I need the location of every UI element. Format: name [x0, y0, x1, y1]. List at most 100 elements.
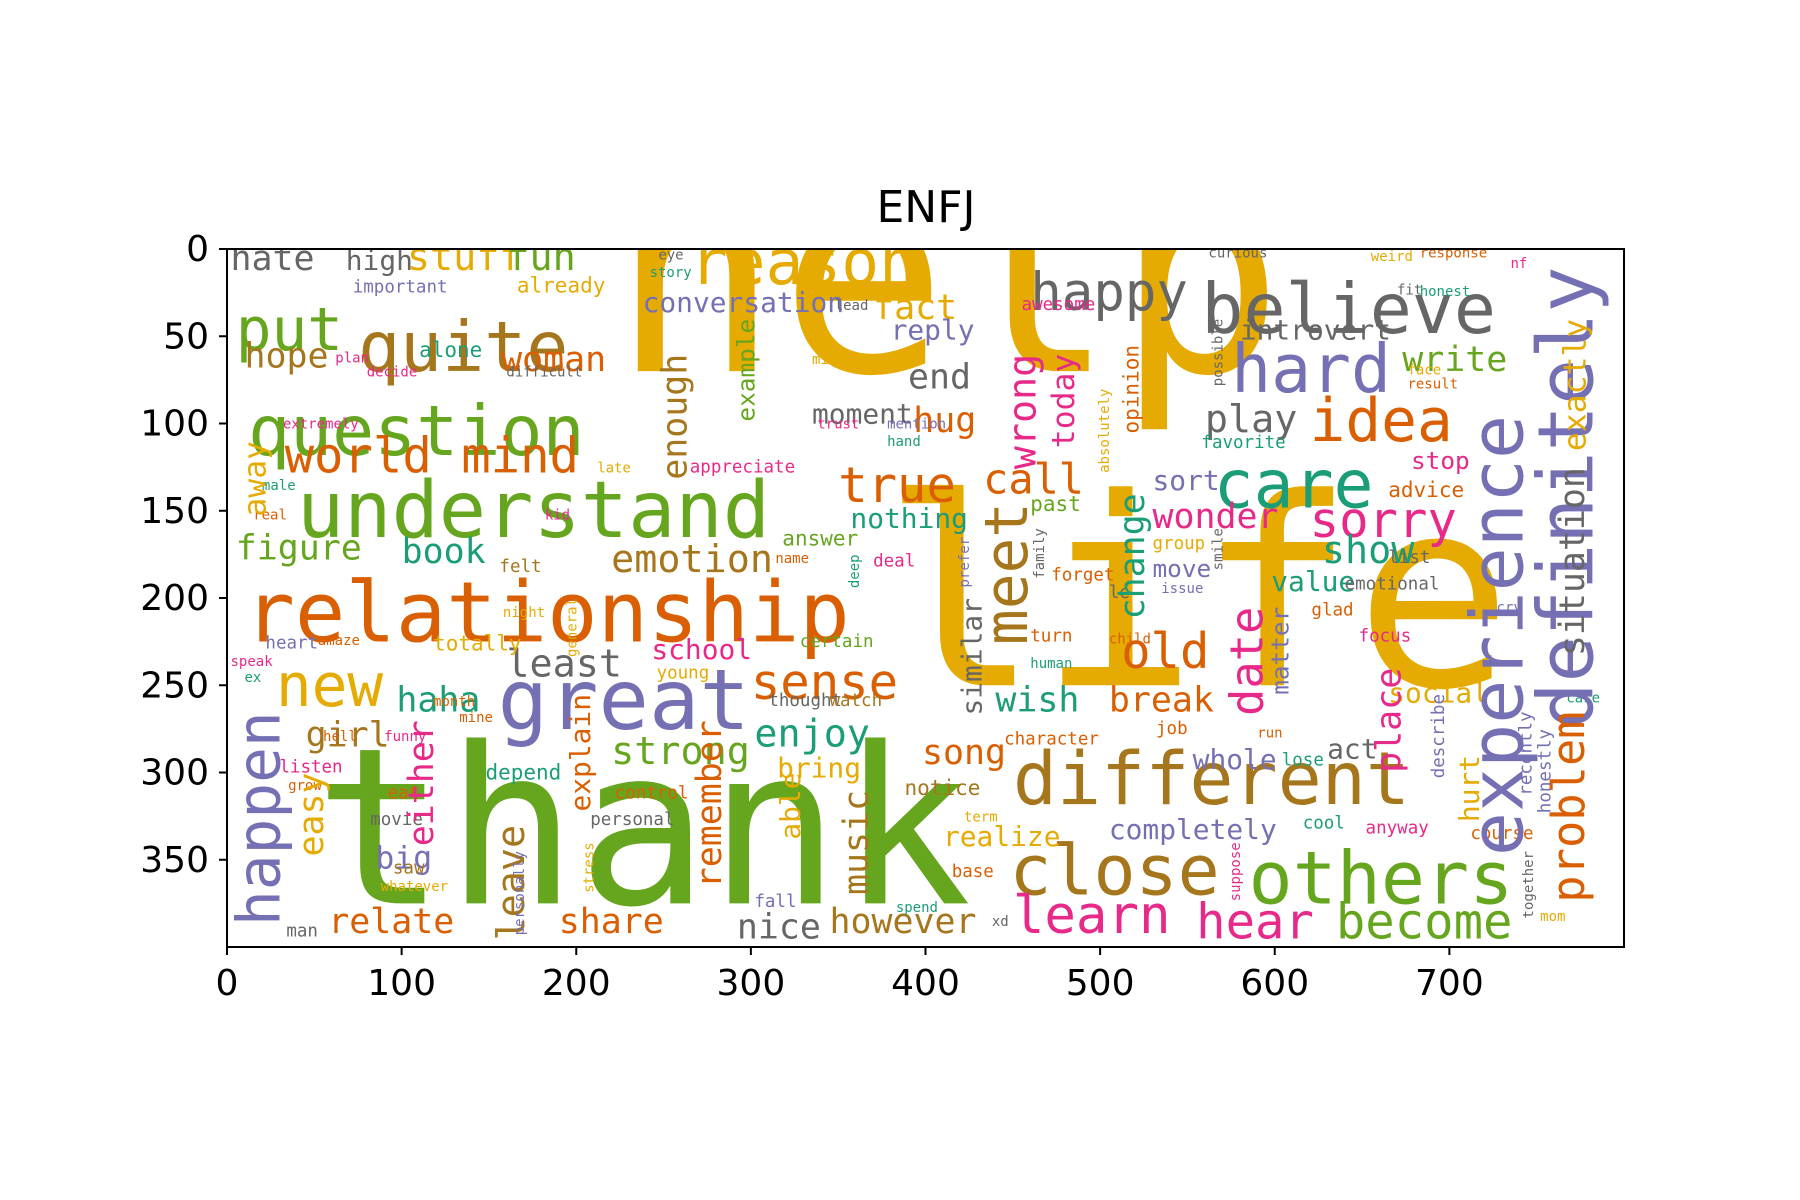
y-tick-label: 300: [140, 753, 209, 794]
word-focus: focus: [1359, 627, 1412, 647]
word-miss: miss: [812, 352, 846, 368]
word-base: base: [952, 862, 994, 882]
word-hurt: hurt: [1453, 755, 1486, 822]
word-run: run: [1257, 726, 1282, 742]
word-hand: hand: [887, 434, 921, 450]
x-tick-label: 700: [1415, 963, 1484, 1004]
word-lead: lead: [835, 298, 869, 314]
word-help: help: [611, 112, 1284, 437]
word-general: general: [564, 598, 580, 657]
word-others: others: [1249, 836, 1514, 921]
word-child: child: [1109, 631, 1151, 647]
word-grow: grow: [288, 778, 322, 794]
word-exactly: exactly: [1558, 319, 1594, 451]
x-tick-label: 600: [1240, 963, 1309, 1004]
word-forget: forget: [1051, 566, 1114, 586]
word-list: list: [1388, 548, 1430, 568]
word-answer: answer: [782, 527, 858, 551]
word-extremely: extremely: [283, 417, 359, 433]
word-girl: girl: [306, 715, 390, 755]
word-meet: meet: [973, 502, 1042, 645]
word-mention: mention: [887, 417, 946, 433]
word-end: end: [908, 358, 971, 398]
word-hear: hear: [1196, 893, 1314, 950]
word-enjoy: enjoy: [754, 711, 870, 756]
word-care: care: [1214, 445, 1374, 523]
word-possible: possible: [1210, 319, 1226, 386]
word-ex: ex: [244, 670, 261, 686]
word-trust: trust: [817, 417, 859, 433]
word-anyway: anyway: [1366, 819, 1429, 839]
word-honestly: honestly: [1536, 729, 1556, 813]
word-music: music: [837, 790, 877, 895]
word-opinion: opinion: [1120, 345, 1144, 434]
word-together: together: [1521, 851, 1537, 918]
word-show: show: [1322, 528, 1415, 573]
word-character: character: [1004, 730, 1099, 750]
word-remember: remember: [690, 720, 730, 888]
word-high: high: [346, 244, 413, 277]
word-recently: recently: [1516, 711, 1536, 795]
word-new: new: [276, 652, 384, 721]
word-school: school: [651, 633, 752, 666]
word-different: different: [1013, 737, 1410, 822]
word-happen: happen: [225, 711, 294, 926]
word-movie: movie: [370, 810, 423, 830]
word-sorry: sorry: [1310, 492, 1457, 549]
word-xd: xd: [992, 914, 1009, 930]
word-felt: felt: [499, 557, 541, 577]
word-close: close: [1009, 831, 1219, 912]
word-emotion: emotion: [611, 537, 773, 582]
word-night: night: [503, 605, 545, 621]
word-social: social: [1388, 677, 1489, 710]
word-believe: believe: [1201, 269, 1496, 350]
word-bring: bring: [777, 752, 861, 785]
word-value: value: [1271, 565, 1355, 598]
x-tick-label: 300: [717, 963, 786, 1004]
word-deep: deep: [847, 554, 863, 588]
word-understand: understand: [297, 464, 770, 556]
word-introvert: introvert: [1240, 314, 1391, 347]
word-stuff: stuff: [407, 235, 523, 280]
word-idea: idea: [1310, 387, 1453, 456]
word-appreciate: appreciate: [690, 457, 795, 477]
word-honest: honest: [1420, 284, 1471, 300]
y-tick-label: 0: [186, 229, 209, 270]
word-nice: nice: [737, 907, 821, 947]
word-turn: turn: [1030, 627, 1072, 647]
word-listen: listen: [279, 758, 342, 778]
y-tick-label: 100: [140, 404, 209, 445]
word-response: response: [1420, 246, 1487, 262]
word-amaze: amaze: [318, 633, 360, 649]
word-whole: whole: [1193, 743, 1277, 776]
word-totally: totally: [433, 631, 522, 655]
word-however: however: [829, 902, 976, 942]
word-eat: eat: [388, 784, 420, 804]
word-lose: lose: [1282, 751, 1324, 771]
word-question: question: [248, 391, 585, 472]
word-situation: situation: [1553, 467, 1593, 656]
word-story: story: [650, 265, 692, 281]
word-kid: kid: [545, 507, 570, 523]
word-course: course: [1470, 824, 1533, 844]
word-spend: spend: [896, 900, 938, 916]
word-saw: saw: [393, 859, 425, 879]
word-great: great: [498, 651, 750, 749]
word-plan: plan: [335, 350, 369, 366]
word-whatever: whatever: [381, 879, 448, 895]
word-leave: leave: [489, 825, 534, 941]
y-tick-label: 250: [140, 665, 209, 706]
word-life: life: [882, 442, 1513, 747]
word-similar: similar: [955, 598, 988, 716]
word-sort: sort: [1153, 464, 1220, 497]
y-tick-label: 50: [163, 316, 209, 357]
word-moment: moment: [812, 398, 913, 431]
word-call: call: [983, 454, 1084, 503]
word-month: month: [433, 694, 475, 710]
word-relate: relate: [328, 902, 454, 942]
word-cool: cool: [1303, 813, 1345, 833]
word-example: example: [731, 319, 760, 422]
word-explain: explain: [564, 694, 597, 812]
word-stress: stress: [582, 842, 598, 893]
